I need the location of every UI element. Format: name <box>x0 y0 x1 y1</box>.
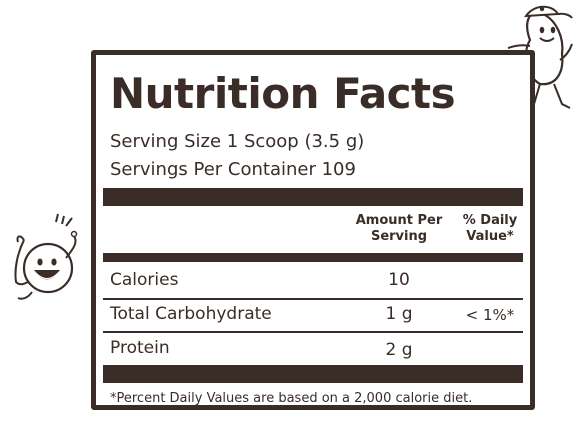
nutrient-amount: 1 g <box>385 304 413 324</box>
serving-size: Serving Size 1 Scoop (3.5 g) <box>110 131 365 152</box>
nutrient-name: Total Carbohydrate <box>110 304 272 324</box>
footnote: *Percent Daily Values are based on a 2,0… <box>110 391 473 406</box>
daily-value-header: % Daily Value* <box>462 213 518 244</box>
nutrient-name: Calories <box>110 270 179 290</box>
nutrient-amount: 10 <box>388 270 410 290</box>
servings-per-container: Servings Per Container 109 <box>110 159 356 180</box>
nutrition-facts-label: Nutrition Facts Serving Size 1 Scoop (3.… <box>91 50 535 410</box>
row-divider <box>103 298 523 300</box>
capped-peanut-mascot-icon <box>507 5 573 109</box>
label-title: Nutrition Facts <box>110 69 456 118</box>
bottom-divider <box>103 365 523 383</box>
nutrient-name: Protein <box>110 338 170 358</box>
amount-per-serving-header: Amount Per Serving <box>355 213 443 244</box>
nutrient-daily-value: < 1%* <box>465 306 515 324</box>
round-smiling-mascot-icon <box>14 213 78 300</box>
nutrient-amount: 2 g <box>385 340 413 360</box>
header-divider <box>103 253 523 262</box>
row-divider <box>103 331 523 333</box>
thick-divider <box>103 188 523 206</box>
